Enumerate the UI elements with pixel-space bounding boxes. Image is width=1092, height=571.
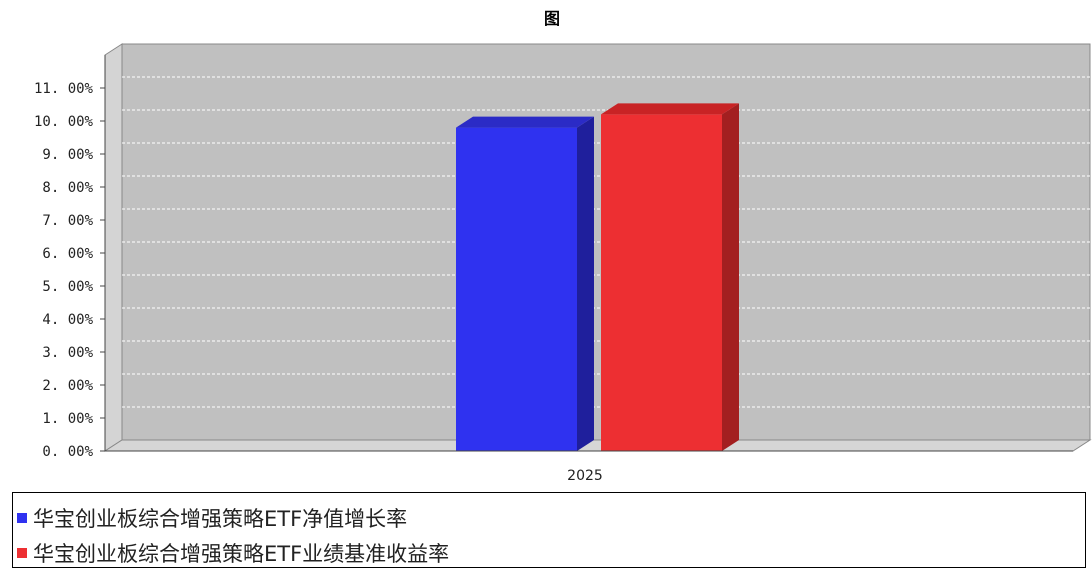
bar-nav-growth (456, 116, 594, 451)
y-tick-label: 10. 00% (34, 114, 94, 130)
legend-item-nav-growth: 华宝创业板综合增强策略ETF净值增长率 (17, 502, 407, 534)
y-tick-label: 9. 00% (42, 147, 93, 163)
y-tick-label: 6. 00% (42, 246, 93, 262)
plot-floor (103, 439, 1092, 452)
grid-lines (122, 76, 1090, 408)
bars (456, 103, 739, 452)
bar-benchmark (601, 103, 739, 452)
y-tick-label: 2. 00% (42, 378, 93, 394)
plot-side-wall (104, 43, 123, 452)
legend-swatch-red (17, 548, 27, 558)
legend-label-nav-growth: 华宝创业板综合增强策略ETF净值增长率 (33, 507, 408, 531)
bar-front (601, 114, 722, 452)
y-tick-label: 7. 00% (42, 213, 93, 229)
bar-top (456, 116, 594, 128)
y-tick-label: 5. 00% (42, 279, 93, 295)
bar-side (577, 116, 594, 451)
y-tick-label: 0. 00% (42, 444, 93, 460)
legend-swatch-blue (17, 513, 27, 523)
legend: 华宝创业板综合增强策略ETF净值增长率 华宝创业板综合增强策略ETF业绩基准收益… (12, 492, 1086, 568)
y-tick-label: 8. 00% (42, 180, 93, 196)
legend-item-benchmark: 华宝创业板综合增强策略ETF业绩基准收益率 (17, 537, 449, 569)
y-tick-label: 11. 00% (34, 81, 94, 97)
y-tick-label: 1. 00% (42, 411, 93, 427)
y-tick-label: 4. 00% (42, 312, 93, 328)
chart: 图 0. 00% 1. 00% 2. 00% 3. 00% 4. 00% 5. 00% 6.… (34, 9, 1092, 484)
y-axis: 0. 00% 1. 00% 2. 00% 3. 00% 4. 00% 5. 00% 6. 0… (34, 81, 105, 460)
bar-side (722, 103, 739, 452)
bar-front (456, 127, 577, 451)
bar-top (601, 103, 739, 115)
y-tick-label: 3. 00% (42, 345, 93, 361)
chart-title: 图 (544, 9, 560, 28)
x-tick-label: 2025 (567, 468, 603, 484)
legend-label-benchmark: 华宝创业板综合增强策略ETF业绩基准收益率 (33, 542, 450, 566)
